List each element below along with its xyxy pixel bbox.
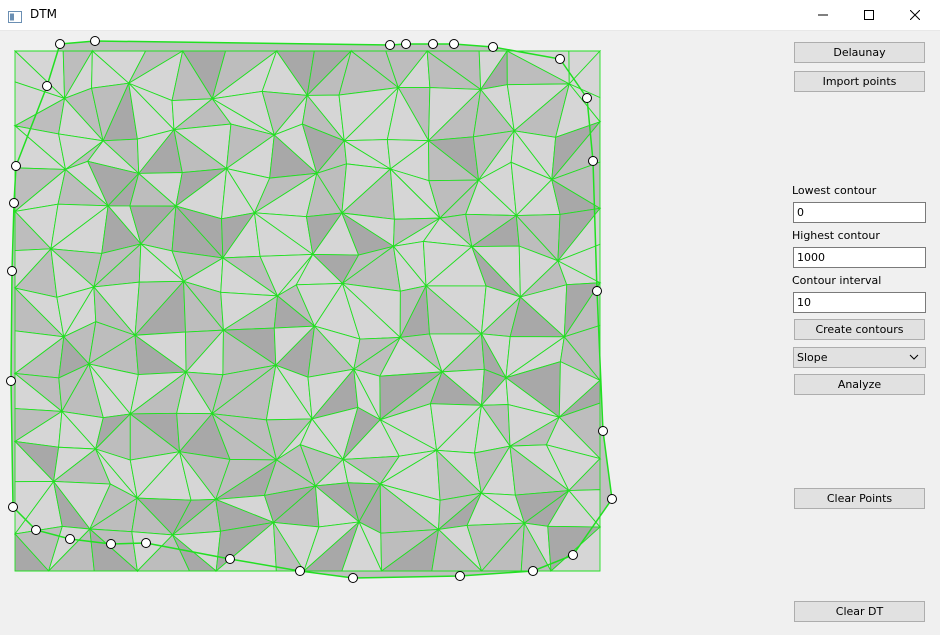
contour-interval-label: Contour interval [792, 274, 882, 287]
create-contours-button[interactable]: Create contours [794, 319, 925, 340]
dtm-canvas[interactable] [0, 31, 780, 635]
import-points-button[interactable]: Import points [794, 71, 925, 92]
highest-contour-label: Highest contour [792, 229, 880, 242]
point-marker [598, 426, 608, 436]
point-marker [7, 266, 17, 276]
point-marker [488, 42, 498, 52]
point-marker [55, 39, 65, 49]
point-marker [9, 198, 19, 208]
point-marker [568, 550, 578, 560]
lowest-contour-label: Lowest contour [792, 184, 877, 197]
point-marker [141, 538, 151, 548]
close-icon [910, 10, 920, 20]
point-marker [449, 39, 459, 49]
point-marker [90, 36, 100, 46]
point-marker [106, 539, 116, 549]
maximize-button[interactable] [846, 0, 892, 30]
analysis-type-value: Slope [797, 351, 828, 364]
point-marker [31, 525, 41, 535]
lowest-contour-input[interactable] [793, 202, 926, 223]
analyze-button[interactable]: Analyze [794, 374, 925, 395]
point-marker [11, 161, 21, 171]
clear-points-button[interactable]: Clear Points [794, 488, 925, 509]
point-marker [582, 93, 592, 103]
minimize-icon [818, 14, 828, 16]
chevron-down-icon [909, 354, 919, 360]
window-title: DTM [30, 7, 57, 21]
point-marker [295, 566, 305, 576]
clear-dt-button[interactable]: Clear DT [794, 601, 925, 622]
point-marker [592, 286, 602, 296]
highest-contour-input[interactable] [793, 247, 926, 268]
point-marker [65, 534, 75, 544]
point-marker [428, 39, 438, 49]
app-icon [8, 8, 22, 23]
point-marker [607, 494, 617, 504]
point-marker [8, 502, 18, 512]
maximize-icon [864, 10, 874, 20]
point-marker [42, 81, 52, 91]
point-marker [455, 571, 465, 581]
point-marker [6, 376, 16, 386]
point-marker [401, 39, 411, 49]
point-marker [385, 40, 395, 50]
analysis-type-select[interactable]: Slope [793, 347, 926, 368]
point-marker [225, 554, 235, 564]
point-marker [555, 54, 565, 64]
title-bar: DTM [0, 0, 940, 31]
point-marker [348, 573, 358, 583]
close-button[interactable] [892, 0, 938, 30]
contour-interval-input[interactable] [793, 292, 926, 313]
point-marker [588, 156, 598, 166]
delaunay-button[interactable]: Delaunay [794, 42, 925, 63]
minimize-button[interactable] [800, 0, 846, 30]
point-marker [528, 566, 538, 576]
tin-mesh [6, 36, 617, 583]
